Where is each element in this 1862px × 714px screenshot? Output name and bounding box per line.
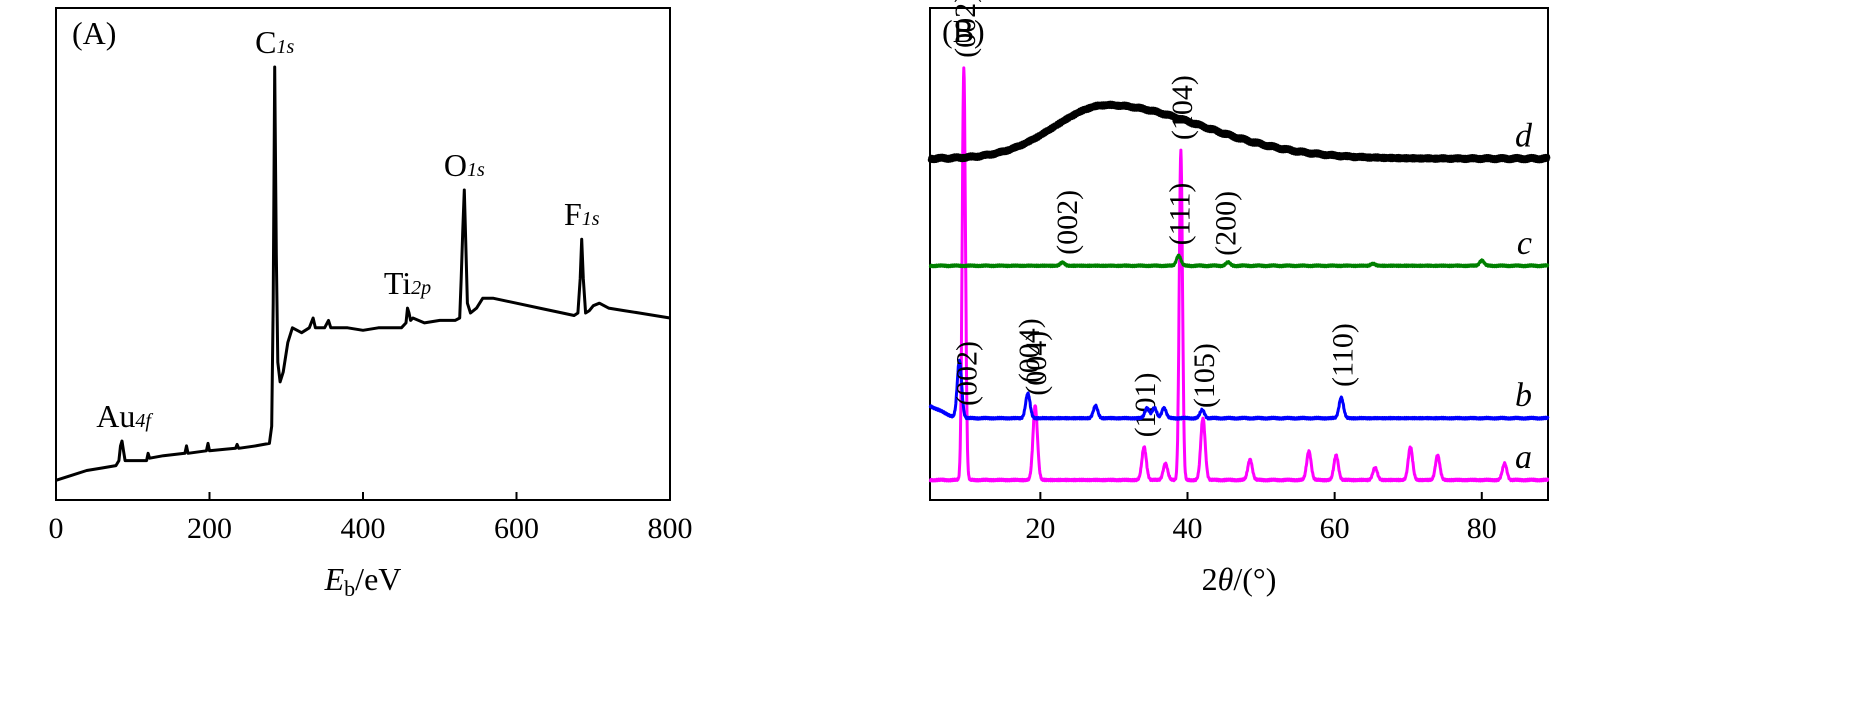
xps-line <box>55 65 671 482</box>
x-axis-label-subscript: b <box>344 576 355 601</box>
miller-index-label: (111) <box>1164 183 1197 246</box>
series-label-c: c <box>1517 225 1532 262</box>
miller-index-label: (200) <box>1209 191 1242 256</box>
series-label-a: a <box>1515 439 1532 476</box>
miller-index-label: (002) <box>950 341 983 406</box>
peak-annotation-element: O <box>444 147 467 183</box>
peak-annotation-orbital: 4f <box>135 410 153 432</box>
panel-label-b: (B) <box>942 13 985 49</box>
x-axis-label-a: Eb/eV <box>324 561 402 601</box>
x-axis-label-theta: θ <box>1218 561 1234 597</box>
x-tick-label: 800 <box>648 512 693 545</box>
peak-annotation-orbital: 1s <box>467 159 485 181</box>
miller-index-label: (002) <box>1051 190 1084 255</box>
peak-annotation: F1s <box>564 196 600 232</box>
series-label-d: d <box>1515 118 1533 155</box>
series-label-b: b <box>1515 377 1532 414</box>
peak-annotation: Au4f <box>96 398 153 434</box>
miller-index-label: (002) <box>949 0 982 58</box>
series-line-c <box>928 253 1550 269</box>
x-tick-label: 400 <box>341 512 386 545</box>
x-axis-label-unit: /eV <box>355 561 401 597</box>
plot-frame <box>929 7 1549 501</box>
x-tick-label: 600 <box>494 512 539 545</box>
x-tick-label: 80 <box>1467 512 1497 545</box>
miller-index-label: (004) <box>1013 318 1046 383</box>
peak-annotation-orbital: 1s <box>277 36 295 58</box>
peak-annotation-element: F <box>564 196 582 232</box>
peak-annotation-element: C <box>255 24 276 60</box>
x-axis-label-symbol: E <box>324 561 345 597</box>
x-axis-label-unit: /(°) <box>1233 561 1276 597</box>
x-tick-label: 200 <box>187 512 232 545</box>
series-line-b <box>928 358 1550 421</box>
x-axis-label-prefix: 2 <box>1202 561 1218 597</box>
peak-annotation-element: Ti <box>384 265 411 301</box>
peak-annotation: O1s <box>444 147 485 183</box>
x-tick-label: 60 <box>1320 512 1350 545</box>
miller-index-label: (110) <box>1326 323 1359 387</box>
peak-annotation-orbital: 1s <box>582 208 600 230</box>
miller-index-label: (105) <box>1188 343 1221 408</box>
x-tick-label: 0 <box>49 512 64 545</box>
peak-annotation-element: Au <box>96 398 135 434</box>
series-line-d <box>927 100 1551 164</box>
series-line-a <box>928 66 1550 483</box>
miller-index-label: (004) <box>1020 331 1053 396</box>
peak-annotation: C1s <box>255 24 294 60</box>
miller-index-label: (104) <box>1166 75 1199 140</box>
peak-annotation: Ti2p <box>384 265 431 301</box>
peak-annotation-orbital: 2p <box>411 277 431 299</box>
panel-b-xrd: 20 40 60 80 a (002) (004) (101) (104) (105) b (002)… <box>927 0 1551 597</box>
x-tick-label: 40 <box>1173 512 1203 545</box>
panel-label-a: (A) <box>72 15 116 51</box>
miller-index-label: (101) <box>1129 372 1162 437</box>
x-tick-label: 20 <box>1025 512 1055 545</box>
x-axis-label-b: 2θ/(°) <box>1202 561 1277 597</box>
